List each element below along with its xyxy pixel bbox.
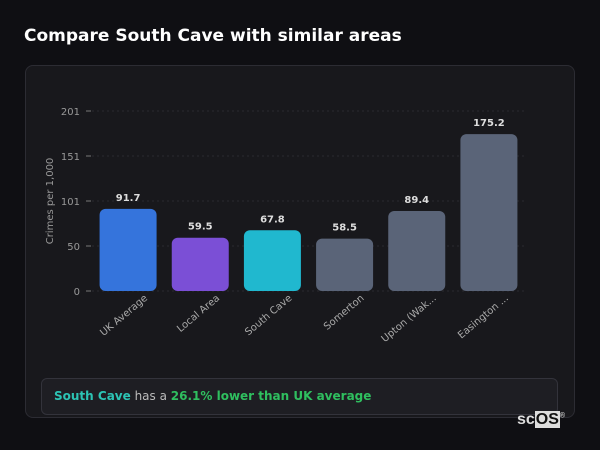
page-title: Compare South Cave with similar areas [24,26,402,46]
data-label: 91.7 [116,193,141,204]
bar [99,208,157,291]
y-tick-label: 0 [74,287,80,298]
summary-area: South Cave [54,389,131,403]
summary-box: South Cave has a 26.1% lower than UK ave… [41,378,558,415]
y-tick-label: 50 [67,242,80,253]
y-tick-label: 151 [61,152,80,163]
logo: scOS® [517,411,566,428]
data-label: 67.8 [260,214,285,225]
data-label: 89.4 [404,195,429,206]
summary-text: has a [130,389,171,403]
x-tick-label: Somerton [322,293,366,333]
data-label: 175.2 [473,118,505,129]
data-label: 59.5 [188,222,213,233]
data-label: 58.5 [332,223,357,234]
x-tick-label: Local Area [175,293,222,335]
y-tick-label: 201 [61,107,80,118]
summary-stat: 26.1% lower than UK average [170,389,372,403]
bar [243,230,301,291]
x-tick-label: Upton (Wak... [380,293,439,345]
x-tick-label: Easington ... [456,293,511,341]
bar [388,210,446,291]
y-axis-label: Crimes per 1,000 [45,158,56,245]
x-tick-label: UK Average [98,293,150,339]
x-tick-label: South Cave [243,293,294,338]
y-tick-label: 101 [61,197,80,208]
bar [316,238,374,291]
bar [460,134,518,291]
bar [171,237,229,291]
